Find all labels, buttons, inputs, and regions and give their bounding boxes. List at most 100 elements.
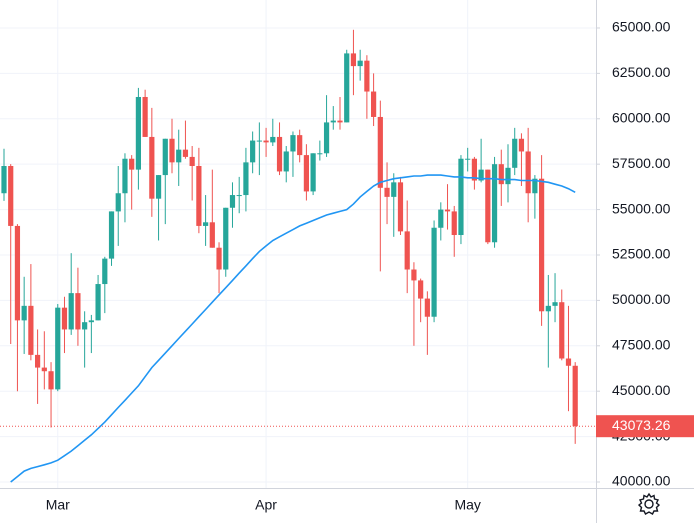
y-tick-label: 62500.00 <box>612 64 671 80</box>
candle-body <box>444 209 451 212</box>
candle-body <box>471 158 477 181</box>
candle-body <box>364 60 370 92</box>
candle-body <box>95 284 101 321</box>
candle-body <box>176 149 182 163</box>
candle-body <box>377 116 383 188</box>
candle-body <box>35 354 41 368</box>
x-tick-label: Mar <box>46 497 70 513</box>
candle-body <box>263 140 269 143</box>
candle-body <box>1 165 7 194</box>
candle-body <box>391 182 397 197</box>
y-tick-label: 65000.00 <box>612 19 671 35</box>
candle-body <box>155 175 162 199</box>
x-tick-label: Apr <box>255 497 277 513</box>
candle-body <box>189 156 195 166</box>
candle-body <box>539 178 545 312</box>
candle-body <box>518 138 525 152</box>
candle-body <box>337 120 343 123</box>
candle-body <box>243 162 249 196</box>
candle-body <box>418 280 424 299</box>
candle-body <box>310 153 316 192</box>
candle-body <box>8 165 14 226</box>
x-tick-label: May <box>454 497 480 513</box>
y-tick-label: 40000.00 <box>612 473 671 489</box>
candle-body <box>572 365 578 427</box>
candle-body <box>48 371 54 390</box>
candle-body <box>256 140 262 142</box>
candle-body <box>478 169 484 181</box>
candle-body <box>169 138 175 163</box>
candle-body <box>344 53 350 123</box>
candle-body <box>129 158 135 170</box>
candle-body <box>297 135 303 156</box>
candle-body <box>142 96 148 137</box>
candle-body <box>384 187 390 197</box>
candle-body <box>223 207 229 270</box>
last-price-badge <box>596 415 694 438</box>
candle-body <box>122 158 128 194</box>
candle-body <box>88 320 94 323</box>
candle-body <box>75 293 81 330</box>
candle-body <box>458 158 464 236</box>
candle-body <box>276 136 283 172</box>
settings-icon[interactable] <box>637 492 661 515</box>
candle-body <box>290 135 296 152</box>
candle-body <box>532 178 538 194</box>
candle-body <box>55 307 61 390</box>
candle-body <box>162 138 168 176</box>
candle-body <box>552 302 558 306</box>
candle-body <box>485 169 491 243</box>
candle-body <box>424 298 430 317</box>
y-tick-label: 60000.00 <box>612 109 671 125</box>
candle-body <box>512 138 518 168</box>
candle-body <box>14 225 21 321</box>
candle-body <box>102 258 108 285</box>
candle-body <box>21 305 27 321</box>
candle-body <box>135 96 141 170</box>
candle-body <box>108 211 115 259</box>
candle-body <box>68 293 74 330</box>
candle-body <box>525 151 531 194</box>
candle-body <box>498 164 504 185</box>
candle-body <box>115 193 121 212</box>
candle-body <box>565 358 572 366</box>
candle-body <box>317 153 323 155</box>
candle-body <box>283 151 289 172</box>
last-price-label: 43073.26 <box>612 417 671 433</box>
y-tick-label: 55000.00 <box>612 200 671 216</box>
candle-body <box>357 60 363 67</box>
candle-body <box>465 158 471 160</box>
candle-body <box>371 91 377 117</box>
candle-body <box>451 211 457 236</box>
candle-body <box>61 307 68 330</box>
candle-body <box>397 182 404 232</box>
candle-body <box>559 302 565 359</box>
y-tick-label: 47500.00 <box>612 336 671 352</box>
candle-body <box>203 222 209 226</box>
candle-body <box>182 149 189 157</box>
candle-body <box>28 305 34 355</box>
candle-body <box>491 164 498 243</box>
candle-body <box>438 209 444 228</box>
y-tick-label: 57500.00 <box>612 155 671 171</box>
candle-body <box>505 167 511 185</box>
plot <box>0 0 596 488</box>
y-tick-label: 50000.00 <box>612 291 671 307</box>
candle-body <box>149 136 155 199</box>
candle-body <box>323 122 330 154</box>
candle-body <box>196 165 202 226</box>
candle-body <box>250 140 256 163</box>
candle-body <box>216 247 222 270</box>
candle-body <box>82 322 88 330</box>
candle-body <box>209 222 215 248</box>
candle-body <box>41 367 47 372</box>
candle-body <box>350 53 357 67</box>
y-tick-label: 52500.00 <box>612 246 671 262</box>
candle-body <box>431 227 437 317</box>
moving-average-line <box>10 174 576 483</box>
candle-body <box>545 305 551 312</box>
candle-body <box>404 231 410 270</box>
candle-body <box>411 269 417 281</box>
